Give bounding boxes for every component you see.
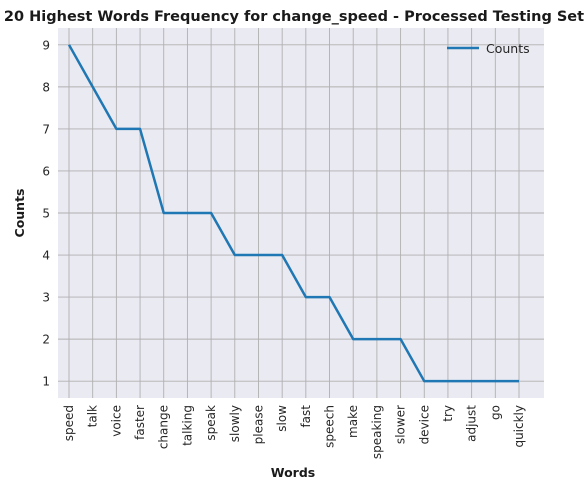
x-tick-label: go xyxy=(488,405,502,420)
y-tick-label: 9 xyxy=(42,38,50,52)
y-tick-label: 7 xyxy=(42,122,50,136)
x-tick-label: talk xyxy=(86,405,100,427)
x-tick-label: slower xyxy=(394,405,408,444)
x-tick-label: slowly xyxy=(228,405,242,442)
y-axis-label: Counts xyxy=(12,189,27,238)
x-tick-label: device xyxy=(417,405,431,444)
y-axis-ticks: 1 2 3 4 5 6 7 8 9 xyxy=(42,38,50,388)
x-tick-label: faster xyxy=(133,405,147,440)
x-tick-label: please xyxy=(251,405,265,444)
x-axis-label: Words xyxy=(271,465,315,480)
y-tick-label: 4 xyxy=(42,249,50,263)
y-tick-label: 5 xyxy=(42,207,50,221)
x-tick-label: change xyxy=(157,405,171,449)
x-tick-label: quickly xyxy=(512,405,526,448)
legend-label-counts: Counts xyxy=(486,41,530,56)
x-tick-label: make xyxy=(346,405,360,438)
x-tick-label: try xyxy=(441,405,455,422)
y-tick-label: 2 xyxy=(42,333,50,347)
y-tick-label: 6 xyxy=(42,164,50,178)
x-tick-label: adjust xyxy=(465,405,479,442)
y-tick-label: 3 xyxy=(42,291,50,305)
x-tick-label: fast xyxy=(299,405,313,428)
x-tick-label: speak xyxy=(204,405,218,441)
x-tick-label: speech xyxy=(323,405,337,448)
chart-title: 20 Highest Words Frequency for change_sp… xyxy=(4,9,584,25)
x-tick-label: talking xyxy=(180,405,194,446)
y-tick-label: 8 xyxy=(42,80,50,94)
x-tick-label: speaking xyxy=(370,405,384,459)
x-tick-label: speed xyxy=(62,405,76,441)
x-axis-ticks: speed talk voice faster change talking speak sl… xyxy=(62,405,526,459)
y-tick-label: 1 xyxy=(42,375,50,389)
x-tick-label: slow xyxy=(275,405,289,432)
x-tick-label: voice xyxy=(109,405,123,437)
